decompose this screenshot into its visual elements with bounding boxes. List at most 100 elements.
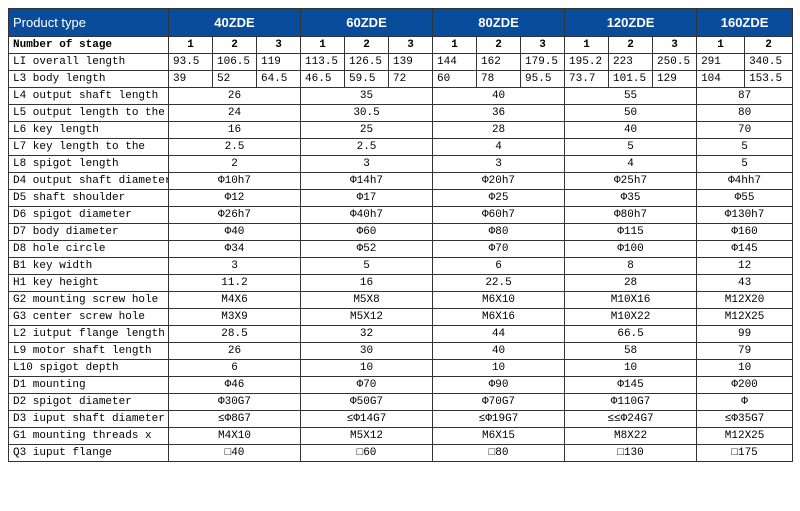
table-cell: Φ xyxy=(697,394,793,411)
table-row: L2 iutput flange length28.5324466.599 xyxy=(9,326,793,343)
table-row: L5 output length to the2430.5365080 xyxy=(9,105,793,122)
table-row: D3 iuput shaft diameter≤Φ8G7≤Φ14G7≤Φ19G7… xyxy=(9,411,793,428)
row-label: G1 mounting threads x xyxy=(9,428,169,445)
table-cell: Φ20h7 xyxy=(433,173,565,190)
table-row: L3 body length395264.546.559.572607895.5… xyxy=(9,71,793,88)
table-cell: Φ145 xyxy=(697,241,793,258)
table-cell: Φ60h7 xyxy=(433,207,565,224)
table-cell: 106.5 xyxy=(213,54,257,71)
table-row: G1 mounting threads xM4X10M5X12M6X15M8X2… xyxy=(9,428,793,445)
table-cell: Φ90 xyxy=(433,377,565,394)
table-cell: 30.5 xyxy=(301,105,433,122)
table-cell: Φ160 xyxy=(697,224,793,241)
stage-cell: 3 xyxy=(389,37,433,54)
table-row: LI overall length93.5106.5119113.5126.51… xyxy=(9,54,793,71)
table-cell: 28 xyxy=(433,122,565,139)
table-cell: M3X9 xyxy=(169,309,301,326)
table-cell: 250.5 xyxy=(653,54,697,71)
table-cell: 70 xyxy=(697,122,793,139)
table-cell: 119 xyxy=(257,54,301,71)
table-cell: 22.5 xyxy=(433,275,565,292)
table-row: D8 hole circleΦ34Φ52Φ70Φ100Φ145 xyxy=(9,241,793,258)
stage-cell: 2 xyxy=(609,37,653,54)
table-cell: 39 xyxy=(169,71,213,88)
header-col-160zde: 160ZDE xyxy=(697,9,793,37)
row-label: L5 output length to the xyxy=(9,105,169,122)
table-cell: 5 xyxy=(565,139,697,156)
table-row: D7 body diameterΦ40Φ60Φ80Φ115Φ160 xyxy=(9,224,793,241)
table-cell: 24 xyxy=(169,105,301,122)
table-cell: Φ34 xyxy=(169,241,301,258)
table-cell: 26 xyxy=(169,343,301,360)
table-cell: ≤Φ19G7 xyxy=(433,411,565,428)
table-row: B1 key width356812 xyxy=(9,258,793,275)
stage-cell: 3 xyxy=(257,37,301,54)
row-label: L7 key length to the xyxy=(9,139,169,156)
table-cell: 72 xyxy=(389,71,433,88)
table-cell: M12X20 xyxy=(697,292,793,309)
table-header: Product type 40ZDE 60ZDE 80ZDE 120ZDE 16… xyxy=(9,9,793,37)
table-cell: Φ52 xyxy=(301,241,433,258)
row-label: L6 key length xyxy=(9,122,169,139)
table-cell: 50 xyxy=(565,105,697,122)
table-row: H1 key height11.21622.52843 xyxy=(9,275,793,292)
header-product-type: Product type xyxy=(9,9,169,37)
row-label: L10 spigot depth xyxy=(9,360,169,377)
table-cell: 12 xyxy=(697,258,793,275)
table-cell: Φ25h7 xyxy=(565,173,697,190)
table-cell: 59.5 xyxy=(345,71,389,88)
stage-cell: 1 xyxy=(169,37,213,54)
table-cell: 16 xyxy=(169,122,301,139)
table-cell: M6X15 xyxy=(433,428,565,445)
table-row: G3 center screw holeM3X9M5X12M6X16M10X22… xyxy=(9,309,793,326)
row-label: L9 motor shaft length xyxy=(9,343,169,360)
table-cell: M5X8 xyxy=(301,292,433,309)
table-cell: Φ46 xyxy=(169,377,301,394)
table-cell: Φ70 xyxy=(301,377,433,394)
table-cell: 36 xyxy=(433,105,565,122)
table-cell: M6X16 xyxy=(433,309,565,326)
table-cell: 179.5 xyxy=(521,54,565,71)
stage-cell: 1 xyxy=(301,37,345,54)
table-cell: □80 xyxy=(433,445,565,462)
table-cell: 99 xyxy=(697,326,793,343)
row-label: D1 mounting xyxy=(9,377,169,394)
stage-cell: 2 xyxy=(477,37,521,54)
table-cell: Φ100 xyxy=(565,241,697,258)
table-cell: 66.5 xyxy=(565,326,697,343)
table-cell: 55 xyxy=(565,88,697,105)
table-body: Number of stage12312312312312LI overall … xyxy=(9,37,793,462)
table-cell: M5X12 xyxy=(301,309,433,326)
table-cell: Φ50G7 xyxy=(301,394,433,411)
header-col-40zde: 40ZDE xyxy=(169,9,301,37)
table-cell: 79 xyxy=(697,343,793,360)
table-row: D4 output shaft diameterΦ10h7Φ14h7Φ20h7Φ… xyxy=(9,173,793,190)
table-cell: 52 xyxy=(213,71,257,88)
table-cell: 101.5 xyxy=(609,71,653,88)
table-row: D5 shaft shoulderΦ12Φ17Φ25Φ35Φ55 xyxy=(9,190,793,207)
row-label: D8 hole circle xyxy=(9,241,169,258)
table-cell: Φ25 xyxy=(433,190,565,207)
table-cell: M10X16 xyxy=(565,292,697,309)
table-cell: Φ80h7 xyxy=(565,207,697,224)
row-label: LI overall length xyxy=(9,54,169,71)
table-cell: 10 xyxy=(565,360,697,377)
row-label: D6 spigot diameter xyxy=(9,207,169,224)
header-col-60zde: 60ZDE xyxy=(301,9,433,37)
table-cell: Φ110G7 xyxy=(565,394,697,411)
table-cell: 40 xyxy=(433,88,565,105)
table-cell: 78 xyxy=(477,71,521,88)
table-row: D6 spigot diameterΦ26h7Φ40h7Φ60h7Φ80h7Φ1… xyxy=(9,207,793,224)
spec-table: Product type 40ZDE 60ZDE 80ZDE 120ZDE 16… xyxy=(8,8,793,462)
table-row: L8 spigot length23345 xyxy=(9,156,793,173)
table-cell: 162 xyxy=(477,54,521,71)
table-cell: □60 xyxy=(301,445,433,462)
stage-cell: 2 xyxy=(345,37,389,54)
header-col-120zde: 120ZDE xyxy=(565,9,697,37)
table-cell: 10 xyxy=(433,360,565,377)
table-cell: 35 xyxy=(301,88,433,105)
table-row: G2 mounting screw holeM4X6M5X8M6X10M10X1… xyxy=(9,292,793,309)
table-cell: Φ4hh7 xyxy=(697,173,793,190)
row-label: L2 iutput flange length xyxy=(9,326,169,343)
table-cell: 95.5 xyxy=(521,71,565,88)
